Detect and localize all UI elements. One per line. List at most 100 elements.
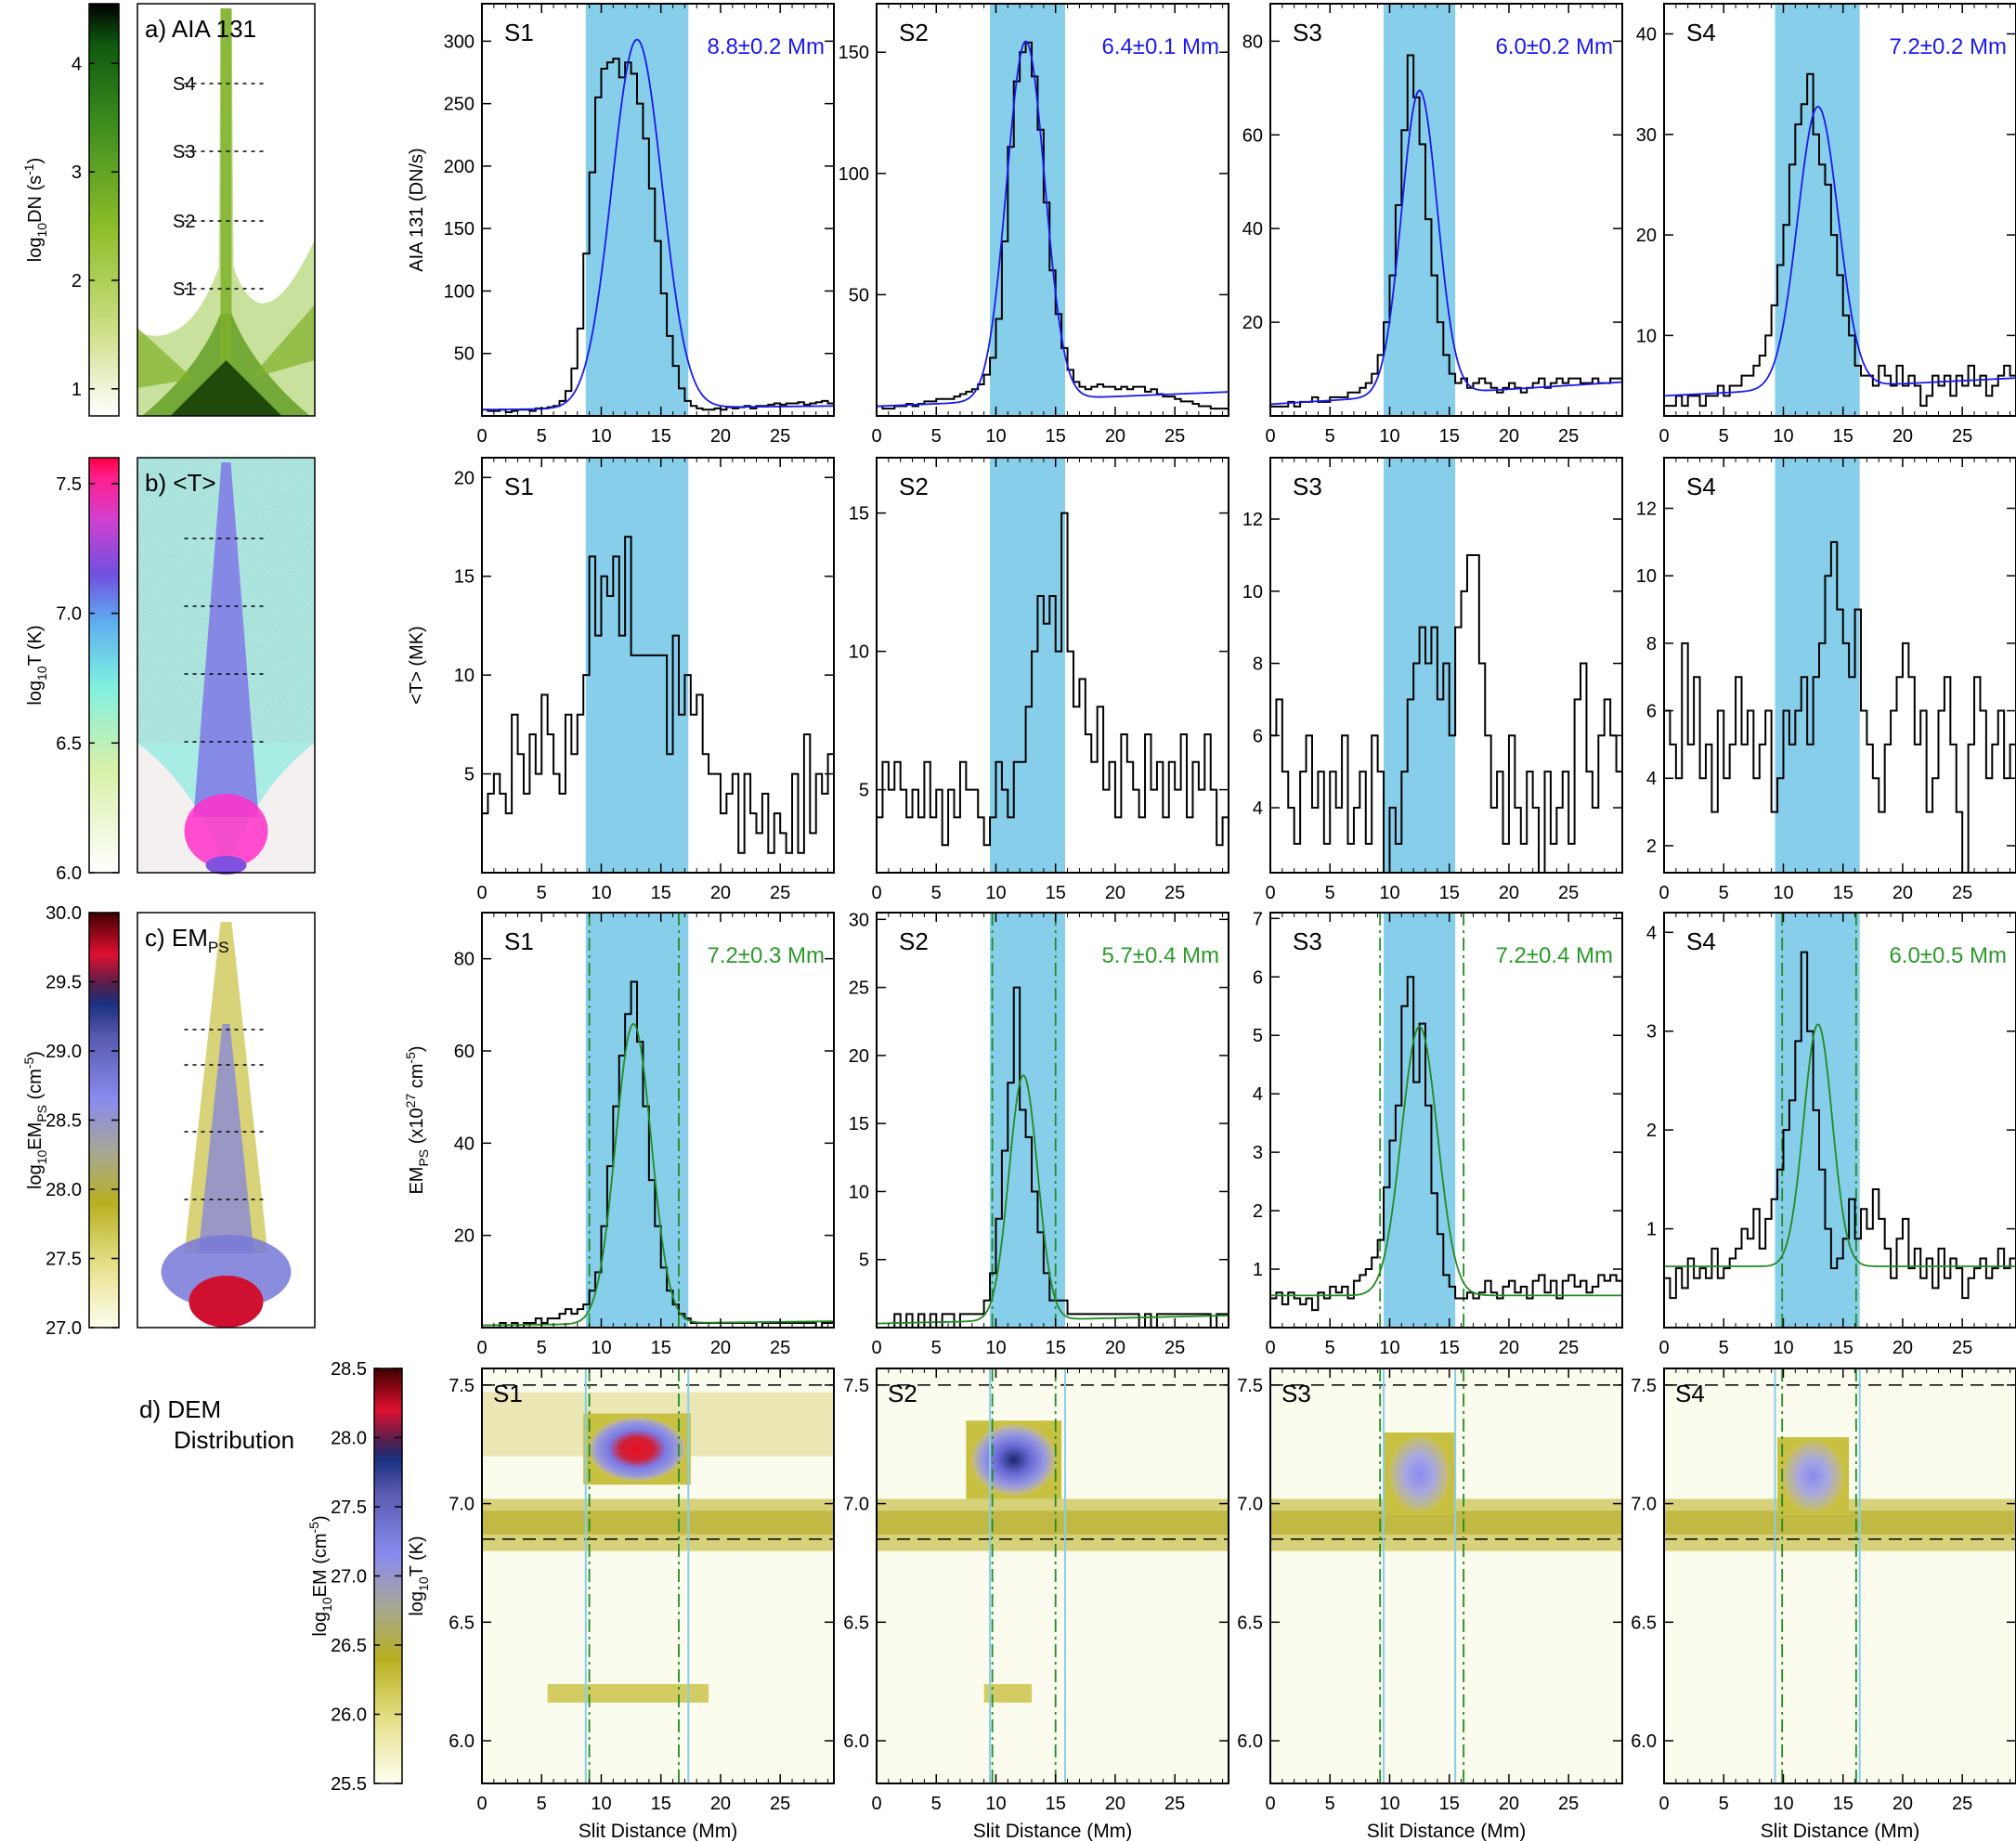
- series-label: S2: [899, 19, 929, 46]
- y-tick-label: 7.5: [1237, 1376, 1263, 1396]
- x-tick-label: 0: [871, 426, 881, 447]
- y-tick-label: 25: [849, 979, 869, 999]
- map-panel-temperature: b) <T>: [137, 457, 316, 875]
- series-label: S2: [899, 927, 929, 955]
- x-tick-label: 25: [1558, 883, 1579, 903]
- x-tick-label: 20: [1499, 1338, 1519, 1358]
- y-tick-label: 12: [1242, 510, 1263, 530]
- colorbar-axis-label-part: log: [25, 238, 46, 263]
- x-tick-label: 25: [1558, 426, 1579, 447]
- colorbar-tick-label: 7.5: [56, 474, 82, 495]
- x-tick-label: 0: [1265, 426, 1275, 447]
- colorbar-axis-label-part: 10: [34, 666, 49, 681]
- heatmap-blob-core: [1389, 1435, 1450, 1512]
- map-panel-em: c) EMPS: [137, 912, 316, 1329]
- y-tick-label: 10: [849, 1182, 869, 1202]
- y-tick-label: 15: [849, 504, 869, 525]
- width-label: 6.0±0.2 Mm: [1495, 34, 1613, 59]
- plot-frame: [876, 912, 1229, 1329]
- colorbar-axis-label-part: 10: [319, 1597, 334, 1612]
- colorbar-axis-label-part: DN (s: [25, 175, 46, 223]
- width-label: 7.2±0.3 Mm: [707, 943, 825, 968]
- colorbar-tick-label: 29.0: [46, 1042, 82, 1062]
- y-axis-label-part: 27: [403, 1094, 418, 1108]
- colorbar-axis-label-part: -1: [21, 163, 36, 175]
- x-tick-label: 10: [1379, 426, 1399, 447]
- x-tick-label: 25: [1558, 1794, 1579, 1814]
- map-side-loop: [137, 328, 193, 388]
- slit-label: S1: [173, 279, 195, 300]
- heatmap-background: [1664, 1368, 2016, 1783]
- x-tick-label: 15: [651, 883, 671, 903]
- y-tick-label: 40: [454, 1134, 475, 1154]
- colorbar-axis-label-part: 10: [34, 223, 49, 238]
- y-tick-label: 7.0: [1237, 1495, 1263, 1515]
- y-tick-label: 80: [1242, 32, 1263, 52]
- highlight-band: [990, 913, 1065, 1328]
- series-label: S1: [504, 473, 534, 500]
- y-tick-label: 20: [454, 468, 475, 488]
- heatmap-blob-core: [1783, 1441, 1844, 1512]
- map-frame: [137, 457, 316, 874]
- chart-panel-emps-s2: 0 5 10 15 20 25 5 10 15 20 25 30 S2 5.7±0.4 Mm: [849, 910, 1229, 1358]
- map-jet-hot: [193, 462, 259, 817]
- colorbar-axis-label-part: log: [25, 681, 46, 706]
- x-tick-label: 5: [931, 1338, 942, 1358]
- x-tick-label: 0: [1265, 1794, 1275, 1814]
- x-tick-label: 25: [1164, 1338, 1185, 1358]
- y-tick-label: 100: [839, 164, 869, 185]
- x-tick-label: 25: [770, 426, 790, 447]
- y-axis-label-part: EM: [407, 1167, 427, 1195]
- colorbar-tick-label: 28.0: [46, 1180, 82, 1200]
- x-tick-label: 5: [537, 883, 547, 903]
- x-tick-label: 25: [1558, 1338, 1579, 1358]
- x-tick-label: 0: [1658, 883, 1669, 903]
- colorbar-axis-label-part: 10: [34, 1150, 49, 1165]
- colorbar-tick-label: 27.5: [46, 1250, 82, 1270]
- histogram-line: [1664, 72, 2016, 408]
- x-tick-label: 15: [1439, 1338, 1460, 1358]
- plot-frame: [876, 1368, 1229, 1784]
- y-tick-label: 8: [1646, 634, 1657, 655]
- y-tick-label: 5: [859, 781, 869, 801]
- colorbar-axis-label-part: T (K): [25, 625, 46, 666]
- y-tick-label: 30: [849, 910, 869, 930]
- x-tick-label: 20: [710, 883, 731, 903]
- x-tick-label: 10: [985, 1794, 1006, 1814]
- plot-frame: [481, 1368, 835, 1784]
- y-axis-label-part: (x10: [407, 1108, 427, 1148]
- x-tick-label: 15: [1833, 1338, 1853, 1358]
- x-tick-label: 0: [476, 426, 487, 447]
- gaussian-fit-line: [876, 1074, 1229, 1325]
- heatmap-low-band: [983, 1683, 1033, 1703]
- x-tick-label: 10: [1379, 1338, 1399, 1358]
- width-label: 5.7±0.4 Mm: [1101, 943, 1219, 968]
- gaussian-fit-line: [1270, 1025, 1622, 1297]
- x-tick-label: 15: [1833, 883, 1853, 903]
- x-tick-label: 0: [1265, 1338, 1275, 1358]
- heatmap-low-band: [547, 1683, 709, 1703]
- map-panel-aia131: S4 S3 S2 S1 a) AIA 131: [137, 3, 316, 417]
- y-tick-label: 7.0: [449, 1495, 475, 1515]
- highlight-band: [585, 458, 689, 873]
- map-footpoint-hot: [184, 794, 268, 868]
- x-tick-label: 25: [1164, 1794, 1185, 1814]
- slit-label: S4: [173, 74, 195, 95]
- heatmap-band-core: [482, 1510, 834, 1535]
- colorbar-axis-label: log10EMPS (cm-5): [21, 1051, 49, 1189]
- y-tick-label: 20: [849, 1046, 869, 1067]
- colorbar-tick-label: 26.0: [331, 1705, 367, 1726]
- x-axis-label: Slit Distance (Mm): [973, 1821, 1133, 1841]
- chart-panel-t-s3: 0 5 10 15 20 25 4 6 8 10 12 S3: [1242, 457, 1623, 903]
- x-axis-label: Slit Distance (Mm): [1367, 1821, 1527, 1841]
- x-tick-label: 20: [1105, 883, 1125, 903]
- heatmap-background: [1270, 1368, 1622, 1783]
- x-tick-label: 10: [1773, 426, 1793, 447]
- plot-frame: [481, 3, 835, 417]
- x-tick-label: 0: [1658, 1338, 1669, 1358]
- x-tick-label: 15: [651, 1338, 671, 1358]
- panel-label: c) EMPS: [145, 924, 229, 956]
- series-label: S2: [899, 473, 929, 500]
- colorbar-axis-label-part: PS: [34, 1105, 49, 1122]
